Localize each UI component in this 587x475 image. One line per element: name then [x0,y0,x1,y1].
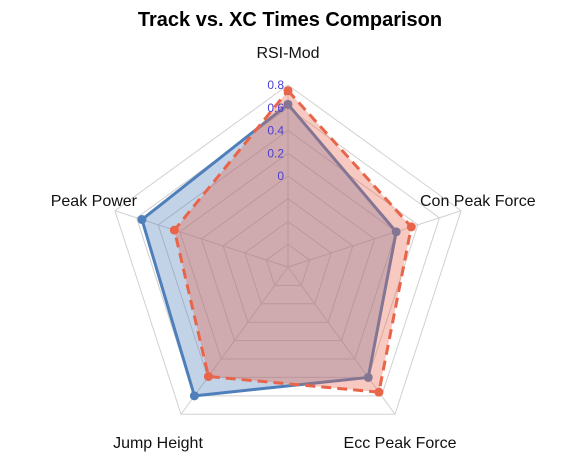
axis-label-rsi-mod: RSI-Mod [256,45,319,62]
chart-title: Track vs. XC Times Comparison [138,9,442,31]
data-point [137,215,146,224]
axis-label-ecc-peak-force: Ecc Peak Force [344,435,457,452]
tick-label: 0.2 [267,146,284,160]
tick-label: 0 [277,169,284,183]
series-area [174,91,411,392]
tick-label: 0.8 [267,78,284,92]
tick-label: 0.4 [267,124,284,138]
series-xc [170,86,416,396]
data-point [407,222,416,231]
data-point [170,226,179,235]
axis-label-jump-height: Jump Height [113,435,203,452]
axis-label-peak-power: Peak Power [51,193,138,210]
data-point [374,388,383,397]
data-point [284,86,293,95]
data-point [190,391,199,400]
axis-label-con-peak-force: Con Peak Force [420,193,536,210]
data-point [204,372,213,381]
tick-label: 0.6 [267,101,284,115]
